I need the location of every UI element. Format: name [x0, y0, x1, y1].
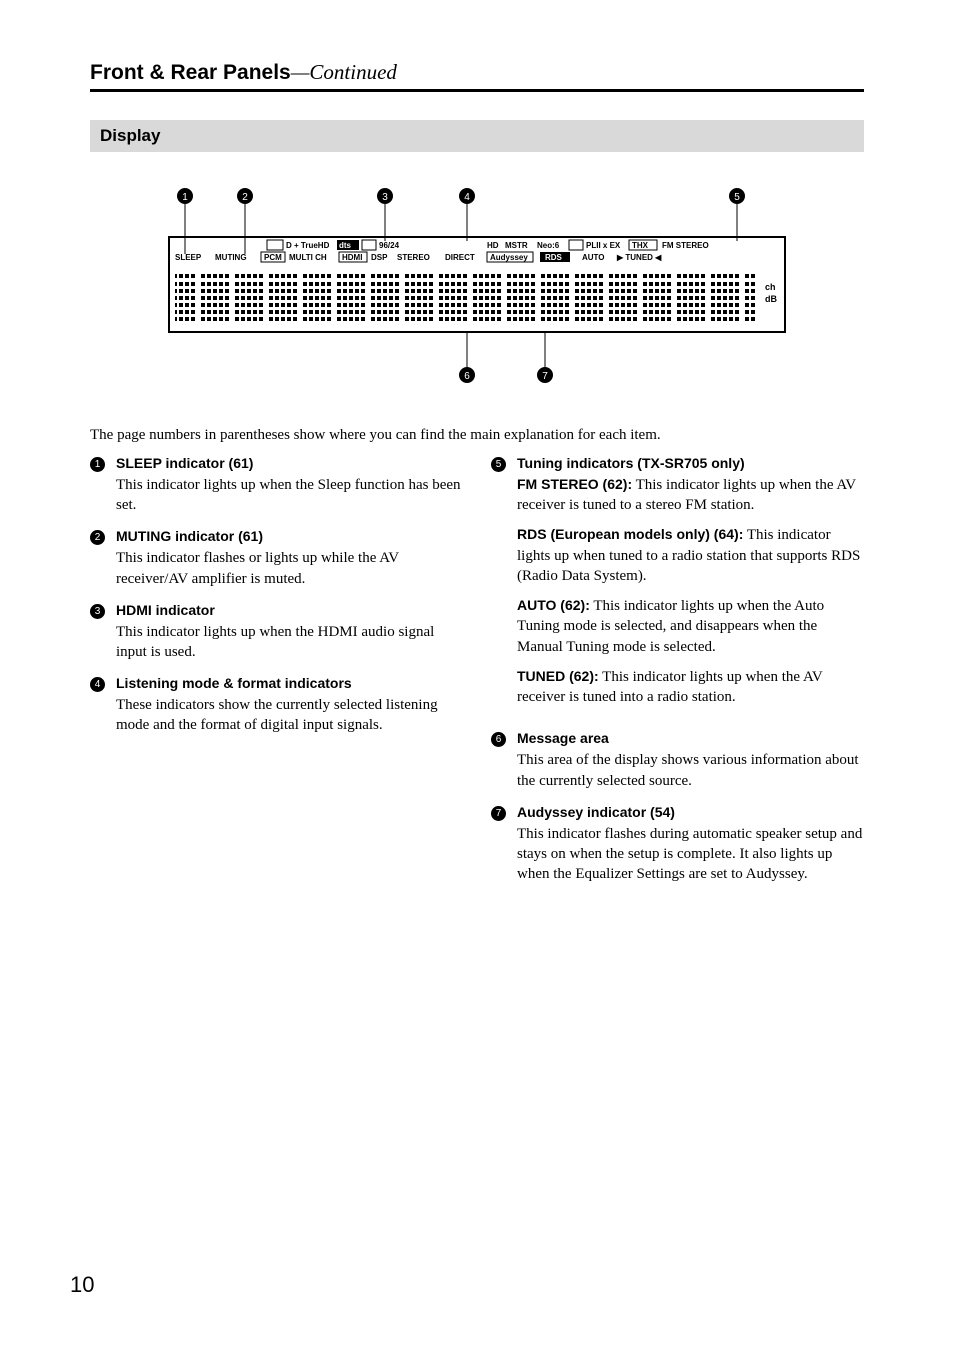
- svg-text:6: 6: [464, 371, 470, 382]
- item-2: 2 MUTING indicator (61) This indicator f…: [90, 527, 463, 588]
- svg-text:HD: HD: [487, 241, 499, 250]
- display-diagram: 1 2 3 4 5 D + TrueHD dts 96/24 HD MSTR N…: [90, 182, 864, 397]
- svg-text:Audyssey: Audyssey: [490, 253, 528, 262]
- item-heading: MUTING indicator (61): [116, 527, 463, 546]
- svg-text:ch: ch: [765, 282, 776, 292]
- item-text: This indicator lights up when the HDMI a…: [116, 622, 463, 663]
- svg-text:4: 4: [464, 192, 470, 203]
- item-heading: HDMI indicator: [116, 601, 463, 620]
- svg-text:dB: dB: [765, 294, 777, 304]
- item-heading: Tuning indicators (TX-SR705 only): [517, 454, 864, 473]
- sub-tuned: TUNED (62): This indicator lights up whe…: [517, 667, 864, 708]
- page-header: Front & Rear Panels—Continued: [90, 60, 864, 92]
- svg-text:5: 5: [734, 192, 740, 203]
- page-number: 10: [70, 1272, 94, 1298]
- svg-text:AUTO: AUTO: [582, 253, 605, 262]
- item-6: 6 Message area This area of the display …: [491, 729, 864, 790]
- num-icon: 7: [491, 806, 506, 821]
- svg-text:MUTING: MUTING: [215, 253, 247, 262]
- svg-text:96/24: 96/24: [379, 241, 400, 250]
- num-icon: 4: [90, 677, 105, 692]
- header-title: Front & Rear Panels: [90, 61, 291, 84]
- left-column: 1 SLEEP indicator (61) This indicator li…: [90, 454, 463, 896]
- svg-text:THX: THX: [632, 241, 649, 250]
- svg-text:D + TrueHD: D + TrueHD: [286, 241, 330, 250]
- item-text: This indicator flashes or lights up whil…: [116, 548, 463, 589]
- svg-text:SLEEP: SLEEP: [175, 253, 202, 262]
- num-icon: 6: [491, 732, 506, 747]
- item-text: This area of the display shows various i…: [517, 750, 864, 791]
- svg-text:PLII x EX: PLII x EX: [586, 241, 621, 250]
- item-text: These indicators show the currently sele…: [116, 695, 463, 736]
- item-heading: Audyssey indicator (54): [517, 803, 864, 822]
- svg-text:1: 1: [182, 192, 188, 203]
- svg-text:7: 7: [542, 371, 548, 382]
- header-continued: —Continued: [291, 60, 397, 84]
- section-heading: Display: [90, 120, 864, 152]
- svg-text:STEREO: STEREO: [397, 253, 430, 262]
- num-icon: 3: [90, 604, 105, 619]
- display-svg: 1 2 3 4 5 D + TrueHD dts 96/24 HD MSTR N…: [167, 182, 787, 392]
- svg-text:3: 3: [382, 192, 388, 203]
- svg-text:HDMI: HDMI: [342, 253, 362, 262]
- num-icon: 5: [491, 457, 506, 472]
- svg-text:dts: dts: [339, 241, 352, 250]
- intro-text: The page numbers in parentheses show whe…: [90, 427, 864, 444]
- svg-text:RDS: RDS: [545, 253, 563, 262]
- item-4: 4 Listening mode & format indicators The…: [90, 674, 463, 735]
- svg-text:Neo:6: Neo:6: [537, 241, 560, 250]
- item-3: 3 HDMI indicator This indicator lights u…: [90, 601, 463, 662]
- item-5: 5 Tuning indicators (TX-SR705 only) FM S…: [491, 454, 864, 717]
- num-icon: 2: [90, 530, 105, 545]
- sub-fmstereo: FM STEREO (62): This indicator lights up…: [517, 475, 864, 516]
- svg-text:▶ TUNED ◀: ▶ TUNED ◀: [616, 253, 662, 262]
- sub-auto: AUTO (62): This indicator lights up when…: [517, 596, 864, 657]
- item-heading: Listening mode & format indicators: [116, 674, 463, 693]
- columns: 1 SLEEP indicator (61) This indicator li…: [90, 454, 864, 896]
- num-icon: 1: [90, 457, 105, 472]
- item-text: This indicator lights up when the Sleep …: [116, 475, 463, 516]
- svg-text:FM STEREO: FM STEREO: [662, 241, 709, 250]
- item-text: This indicator flashes during automatic …: [517, 824, 864, 885]
- item-7: 7 Audyssey indicator (54) This indicator…: [491, 803, 864, 885]
- svg-text:DSP: DSP: [371, 253, 388, 262]
- sub-rds: RDS (European models only) (64): This in…: [517, 525, 864, 586]
- svg-text:PCM: PCM: [264, 253, 282, 262]
- svg-text:MSTR: MSTR: [505, 241, 528, 250]
- right-column: 5 Tuning indicators (TX-SR705 only) FM S…: [491, 454, 864, 896]
- svg-text:2: 2: [242, 192, 248, 203]
- item-heading: SLEEP indicator (61): [116, 454, 463, 473]
- svg-text:DIRECT: DIRECT: [445, 253, 475, 262]
- item-1: 1 SLEEP indicator (61) This indicator li…: [90, 454, 463, 515]
- svg-text:MULTI CH: MULTI CH: [289, 253, 327, 262]
- item-heading: Message area: [517, 729, 864, 748]
